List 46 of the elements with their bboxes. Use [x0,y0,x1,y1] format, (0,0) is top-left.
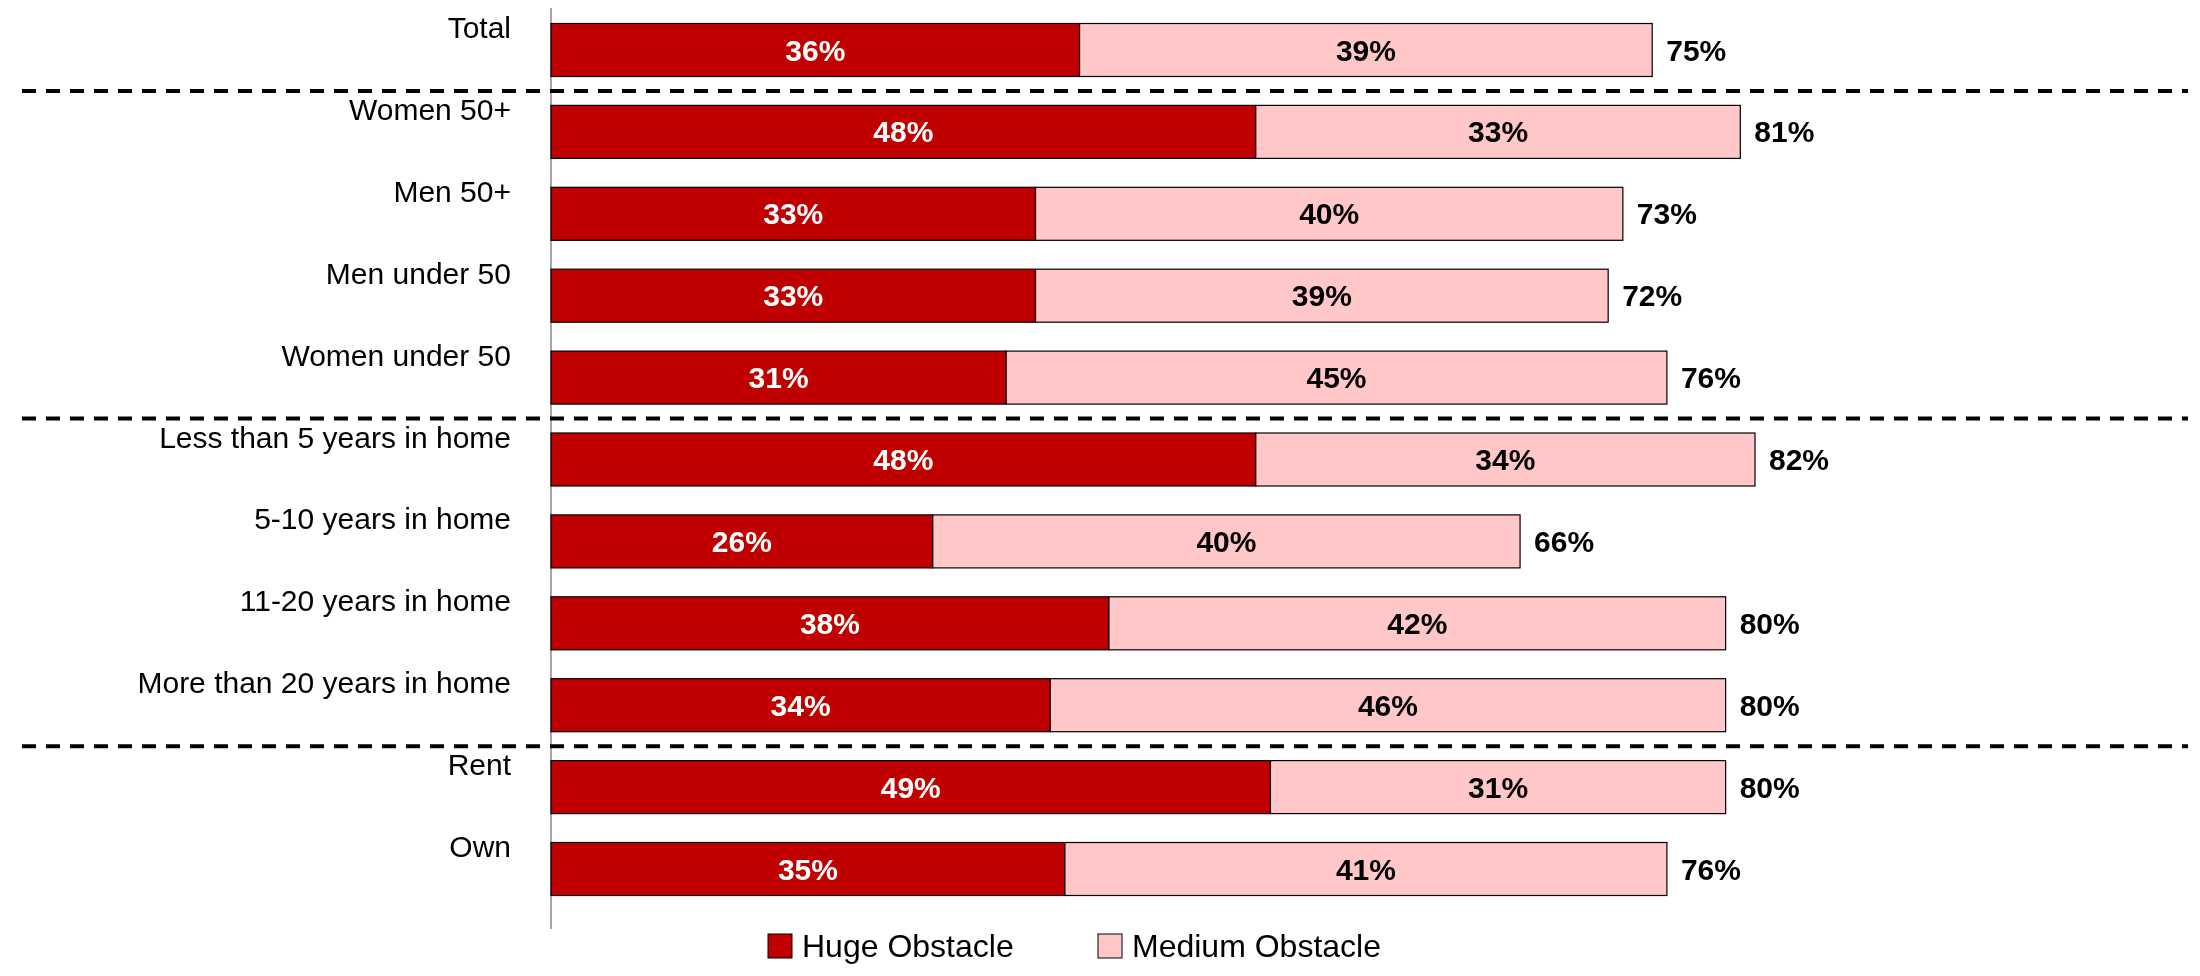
data-label: 42% [1387,606,1448,640]
data-label: 36% [785,33,846,67]
total-label: 75% [1666,33,1727,67]
data-label: 49% [880,770,941,804]
data-label: 48% [873,115,934,149]
y-tick-label: 11-20 years in home [239,584,511,618]
total-label: 66% [1534,524,1595,558]
data-label: 38% [799,606,860,640]
y-tick-label: Own [449,830,511,863]
data-label: 41% [1335,852,1396,886]
y-tick-label: Rent [447,748,512,782]
total-label: 73% [1636,197,1697,231]
data-label: 46% [1357,688,1418,722]
legend-label: Huge Obstacle [802,928,1014,965]
total-label: 81% [1754,115,1815,149]
total-label: 82% [1769,443,1830,476]
data-label: 33% [1468,115,1529,149]
y-tick-label: More than 20 years in home [137,666,511,700]
data-label: 34% [770,688,831,722]
total-label: 80% [1739,688,1800,722]
data-label: 39% [1335,33,1396,67]
total-label: 80% [1739,770,1800,804]
data-label: 31% [748,361,809,395]
data-label: 33% [763,197,824,231]
y-tick-label: Less than 5 years in home [159,420,511,454]
data-label: 34% [1475,443,1536,476]
y-tick-label: Women 50+ [348,92,511,126]
y-tick-label: 5-10 years in home [254,502,511,536]
y-tick-label: Men under 50 [325,256,511,290]
y-tick-label: Total [447,11,511,44]
data-label: 31% [1468,770,1529,804]
y-tick-label: Men 50+ [393,174,511,208]
data-label: 33% [763,279,824,313]
data-label: 48% [873,443,934,476]
total-label: 76% [1680,361,1741,395]
data-label: 35% [777,852,838,886]
data-label: 40% [1196,524,1257,558]
total-label: 80% [1739,606,1800,640]
data-label: 40% [1299,197,1360,231]
data-label: 39% [1291,279,1352,313]
data-label: 45% [1306,361,1367,395]
total-label: 72% [1622,279,1683,313]
y-tick-label: Women under 50 [281,338,511,372]
legend-label: Medium Obstacle [1132,928,1381,965]
total-label: 76% [1680,852,1741,886]
data-label: 26% [711,524,772,558]
